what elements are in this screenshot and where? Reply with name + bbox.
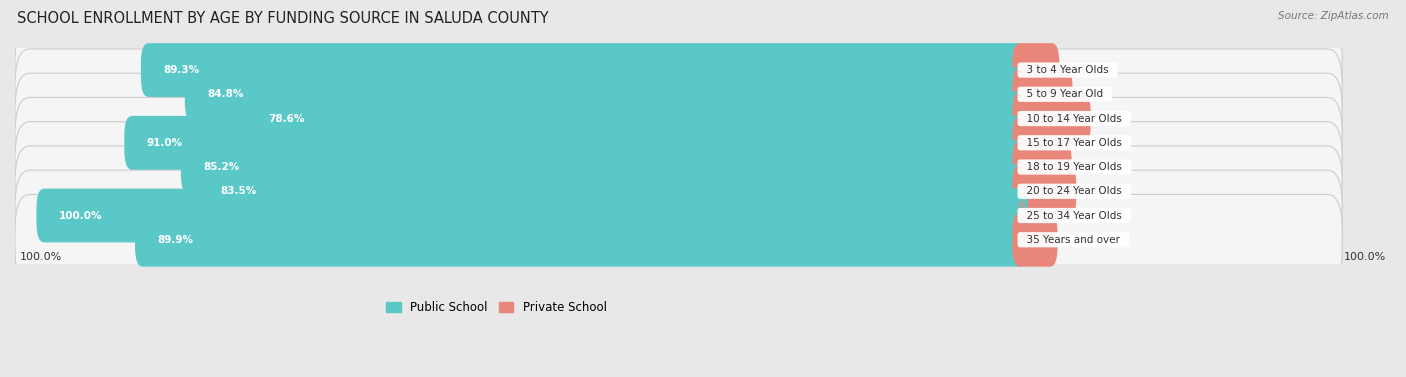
- Text: 14.9%: 14.9%: [1071, 162, 1105, 172]
- FancyBboxPatch shape: [135, 213, 1028, 267]
- Text: Source: ZipAtlas.com: Source: ZipAtlas.com: [1278, 11, 1389, 21]
- FancyBboxPatch shape: [1012, 43, 1059, 97]
- Text: SCHOOL ENROLLMENT BY AGE BY FUNDING SOURCE IN SALUDA COUNTY: SCHOOL ENROLLMENT BY AGE BY FUNDING SOUR…: [17, 11, 548, 26]
- Text: 10.1%: 10.1%: [1057, 235, 1091, 245]
- Text: 35 Years and over: 35 Years and over: [1021, 235, 1126, 245]
- FancyBboxPatch shape: [15, 122, 1343, 212]
- FancyBboxPatch shape: [15, 195, 1343, 285]
- Text: 89.9%: 89.9%: [157, 235, 194, 245]
- Text: 100.0%: 100.0%: [59, 210, 103, 221]
- Text: 84.8%: 84.8%: [207, 89, 243, 99]
- Text: 85.2%: 85.2%: [204, 162, 239, 172]
- FancyBboxPatch shape: [1012, 140, 1071, 194]
- Text: 0.0%: 0.0%: [1028, 210, 1054, 221]
- FancyBboxPatch shape: [181, 140, 1028, 194]
- Text: 100.0%: 100.0%: [20, 252, 62, 262]
- Text: 10 to 14 Year Olds: 10 to 14 Year Olds: [1021, 113, 1129, 124]
- Text: 78.6%: 78.6%: [267, 113, 304, 124]
- FancyBboxPatch shape: [1012, 164, 1076, 218]
- FancyBboxPatch shape: [1012, 67, 1073, 121]
- Text: 16.5%: 16.5%: [1076, 186, 1109, 196]
- FancyBboxPatch shape: [1012, 116, 1054, 170]
- FancyBboxPatch shape: [15, 73, 1343, 164]
- FancyBboxPatch shape: [197, 164, 1028, 218]
- Text: 9.0%: 9.0%: [1054, 138, 1081, 148]
- FancyBboxPatch shape: [141, 43, 1028, 97]
- Text: 15 to 17 Year Olds: 15 to 17 Year Olds: [1021, 138, 1129, 148]
- Text: 100.0%: 100.0%: [1344, 252, 1386, 262]
- FancyBboxPatch shape: [1017, 201, 1026, 230]
- FancyBboxPatch shape: [184, 67, 1028, 121]
- Text: 20 to 24 Year Olds: 20 to 24 Year Olds: [1021, 186, 1129, 196]
- FancyBboxPatch shape: [245, 92, 1028, 146]
- FancyBboxPatch shape: [15, 146, 1343, 237]
- FancyBboxPatch shape: [15, 25, 1343, 115]
- FancyBboxPatch shape: [15, 49, 1343, 139]
- Text: 5 to 9 Year Old: 5 to 9 Year Old: [1021, 89, 1109, 99]
- Legend: Public School, Private School: Public School, Private School: [381, 296, 612, 319]
- FancyBboxPatch shape: [1012, 213, 1057, 267]
- FancyBboxPatch shape: [15, 170, 1343, 261]
- Text: 89.3%: 89.3%: [163, 65, 200, 75]
- Text: 83.5%: 83.5%: [219, 186, 256, 196]
- Text: 3 to 4 Year Olds: 3 to 4 Year Olds: [1021, 65, 1115, 75]
- Text: 91.0%: 91.0%: [146, 138, 183, 148]
- FancyBboxPatch shape: [37, 188, 1028, 242]
- FancyBboxPatch shape: [124, 116, 1028, 170]
- Text: 15.2%: 15.2%: [1073, 89, 1105, 99]
- FancyBboxPatch shape: [1012, 92, 1091, 146]
- FancyBboxPatch shape: [15, 97, 1343, 188]
- Text: 25 to 34 Year Olds: 25 to 34 Year Olds: [1021, 210, 1129, 221]
- Text: 10.7%: 10.7%: [1059, 65, 1092, 75]
- Text: 21.4%: 21.4%: [1091, 113, 1123, 124]
- Text: 18 to 19 Year Olds: 18 to 19 Year Olds: [1021, 162, 1129, 172]
